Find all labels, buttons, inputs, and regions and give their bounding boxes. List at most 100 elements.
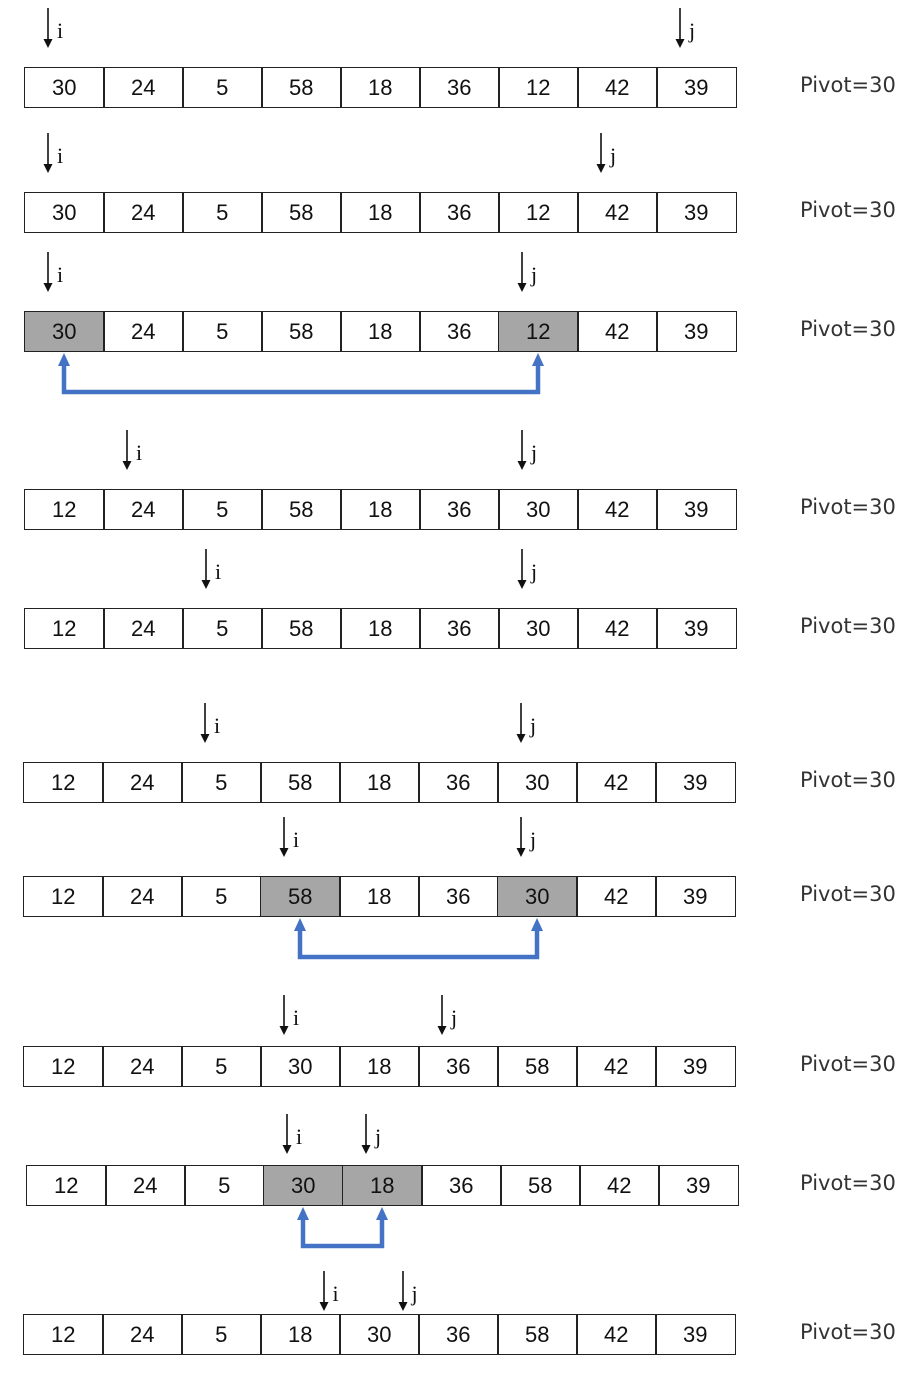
j-pointer-label: j bbox=[411, 1281, 418, 1306]
array-cell: 24 bbox=[102, 762, 183, 803]
pivot-label: Pivot=30 bbox=[800, 768, 896, 792]
array-cell: 5 bbox=[182, 311, 263, 352]
pivot-label: Pivot=30 bbox=[800, 73, 896, 97]
array-cell: 36 bbox=[418, 762, 499, 803]
array-cell: 12 bbox=[26, 1165, 107, 1206]
pivot-label: Pivot=30 bbox=[800, 882, 896, 906]
pivot-label: Pivot=30 bbox=[800, 1052, 896, 1076]
array-cell: 24 bbox=[103, 192, 184, 233]
j-pointer-label: j bbox=[530, 827, 537, 852]
i-pointer-label: i bbox=[136, 440, 143, 465]
array-cell: 39 bbox=[656, 67, 737, 108]
array-cell: 5 bbox=[181, 876, 262, 917]
j-pointer-label: j bbox=[530, 713, 537, 738]
pivot-label: Pivot=30 bbox=[800, 1171, 896, 1195]
j-pointer-arrow-icon bbox=[516, 817, 526, 857]
j-pointer-label: j bbox=[451, 1005, 458, 1030]
array-cell: 12 bbox=[23, 1314, 104, 1355]
array-cell: 18 bbox=[260, 1314, 341, 1355]
array-cell: 58 bbox=[497, 1314, 578, 1355]
j-pointer-arrow-icon bbox=[517, 549, 527, 589]
i-pointer-arrow-icon bbox=[200, 703, 210, 743]
array-cell: 42 bbox=[579, 1165, 660, 1206]
j-pointer-label: j bbox=[610, 143, 617, 168]
i-pointer-arrow-icon bbox=[282, 1114, 292, 1154]
array-cell: 5 bbox=[184, 1165, 265, 1206]
array-cell: 36 bbox=[418, 1314, 499, 1355]
array-cell: 12 bbox=[24, 608, 105, 649]
array-cell: 30 bbox=[24, 67, 105, 108]
array-cell: 12 bbox=[23, 876, 104, 917]
array-cell: 5 bbox=[181, 1314, 262, 1355]
j-pointer-arrow-icon bbox=[516, 703, 526, 743]
array-cell: 42 bbox=[576, 1046, 657, 1087]
array-cell: 24 bbox=[102, 876, 183, 917]
swap-arrow-icon bbox=[57, 353, 544, 395]
i-pointer-label: i bbox=[332, 1281, 339, 1306]
i-pointer-arrow-icon bbox=[43, 252, 53, 292]
array-cell: 12 bbox=[23, 1046, 104, 1087]
array-cell: 5 bbox=[181, 762, 262, 803]
array-cell: 58 bbox=[261, 489, 342, 530]
pivot-label: Pivot=30 bbox=[800, 495, 896, 519]
array-cell: 39 bbox=[656, 192, 737, 233]
array-cell: 36 bbox=[419, 67, 500, 108]
array-cell: 39 bbox=[656, 608, 737, 649]
array-cell-highlighted: 18 bbox=[342, 1165, 423, 1206]
array-cell: 36 bbox=[419, 192, 500, 233]
i-pointer-arrow-icon bbox=[43, 8, 53, 48]
i-pointer-label: i bbox=[57, 262, 64, 287]
array-cell: 5 bbox=[182, 192, 263, 233]
array-cell: 42 bbox=[577, 608, 658, 649]
i-pointer-label: i bbox=[214, 713, 221, 738]
array-cell: 24 bbox=[102, 1046, 183, 1087]
array-cell: 24 bbox=[102, 1314, 183, 1355]
j-pointer-arrow-icon bbox=[517, 252, 527, 292]
array-cell: 42 bbox=[576, 876, 657, 917]
i-pointer-arrow-icon bbox=[279, 817, 289, 857]
array-cell: 12 bbox=[498, 192, 579, 233]
j-pointer-label: j bbox=[531, 262, 538, 287]
array-cell: 58 bbox=[261, 608, 342, 649]
j-pointer-arrow-icon bbox=[517, 430, 527, 470]
array-cell: 30 bbox=[339, 1314, 420, 1355]
i-pointer-label: i bbox=[293, 827, 300, 852]
array-cell: 30 bbox=[497, 762, 578, 803]
array-cell: 5 bbox=[181, 1046, 262, 1087]
array-cell: 30 bbox=[24, 192, 105, 233]
i-pointer-label: i bbox=[293, 1005, 300, 1030]
array-cell: 12 bbox=[498, 67, 579, 108]
array-cell: 39 bbox=[655, 1046, 736, 1087]
j-pointer-arrow-icon bbox=[398, 1271, 407, 1311]
array-cell: 58 bbox=[261, 311, 342, 352]
array-cell-highlighted: 30 bbox=[263, 1165, 344, 1206]
array-cell: 58 bbox=[261, 67, 342, 108]
i-pointer-arrow-icon bbox=[201, 549, 211, 589]
array-cell: 5 bbox=[182, 489, 263, 530]
i-pointer-label: i bbox=[57, 143, 64, 168]
array-cell: 24 bbox=[103, 608, 184, 649]
array-cell: 18 bbox=[340, 311, 421, 352]
j-pointer-label: j bbox=[689, 18, 696, 43]
i-pointer-label: i bbox=[57, 18, 64, 43]
i-pointer-label: i bbox=[215, 559, 222, 584]
i-pointer-label: i bbox=[296, 1124, 303, 1149]
array-cell: 39 bbox=[658, 1165, 739, 1206]
array-cell: 36 bbox=[419, 489, 500, 530]
array-cell: 42 bbox=[577, 67, 658, 108]
array-cell: 18 bbox=[340, 67, 421, 108]
j-pointer-label: j bbox=[375, 1124, 382, 1149]
array-cell: 39 bbox=[656, 311, 737, 352]
array-cell: 12 bbox=[23, 762, 104, 803]
array-cell: 5 bbox=[182, 67, 263, 108]
array-cell: 18 bbox=[339, 876, 420, 917]
array-cell-highlighted: 12 bbox=[498, 311, 579, 352]
j-pointer-label: j bbox=[531, 559, 538, 584]
pivot-label: Pivot=30 bbox=[800, 317, 896, 341]
array-cell: 39 bbox=[656, 489, 737, 530]
array-cell: 24 bbox=[105, 1165, 186, 1206]
j-pointer-arrow-icon bbox=[675, 8, 685, 48]
array-cell: 42 bbox=[577, 192, 658, 233]
array-cell: 58 bbox=[261, 192, 342, 233]
